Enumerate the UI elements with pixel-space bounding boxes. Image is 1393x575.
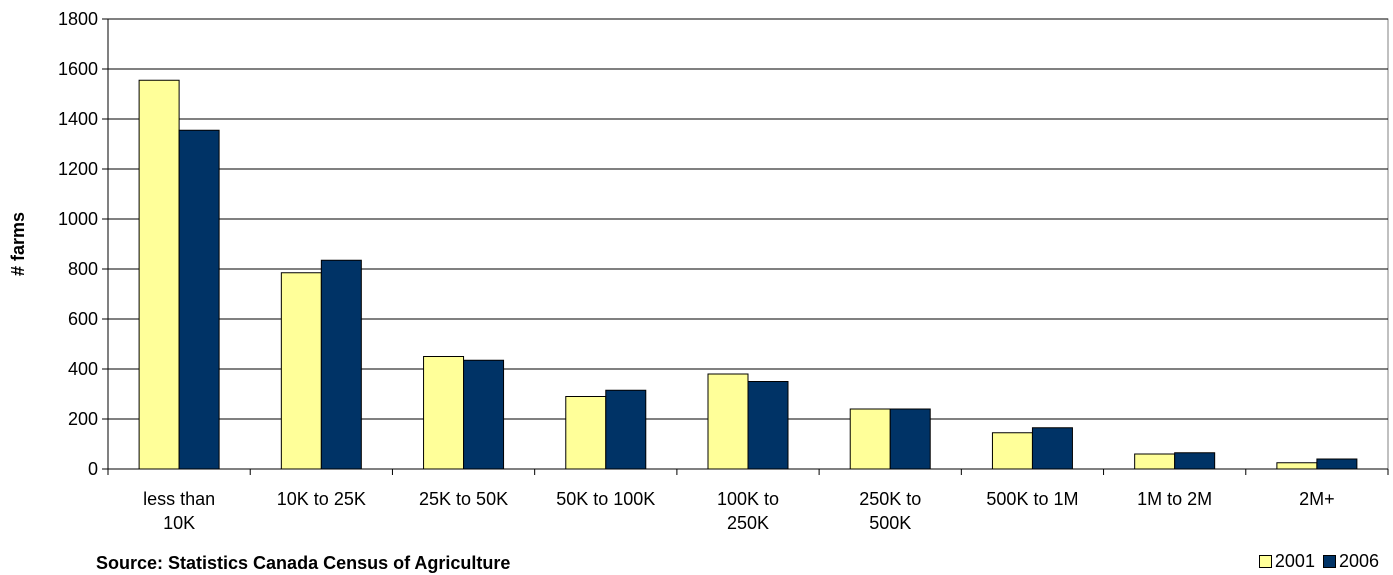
bar-2006-0 xyxy=(178,129,220,470)
y-tick-label-1800: 1800 xyxy=(58,9,98,29)
bar-2006-6 xyxy=(1031,427,1073,470)
x-tick-label-2-0: 25K to 50K xyxy=(419,489,508,509)
y-tick-label-0: 0 xyxy=(88,459,98,479)
bar-2001-5 xyxy=(849,408,891,470)
x-tick-label-4-1: 250K xyxy=(727,513,769,533)
bar-2006-3 xyxy=(605,389,647,470)
legend-swatch-2001 xyxy=(1258,555,1272,568)
bar-2001-7 xyxy=(1134,453,1176,470)
x-tick-label-1-0: 10K to 25K xyxy=(277,489,366,509)
bar-2006-4 xyxy=(747,381,789,470)
x-tick-label-4-0: 100K to xyxy=(717,489,779,509)
bar-2001-6 xyxy=(991,432,1033,470)
bar-2001-4 xyxy=(707,373,749,470)
x-tick-label-8-0: 2M+ xyxy=(1299,489,1335,509)
y-tick-label-200: 200 xyxy=(68,409,98,429)
y-axis-label: # farms xyxy=(8,212,28,276)
bar-2006-8 xyxy=(1316,458,1358,470)
legend-label-2006: 2006 xyxy=(1338,551,1379,571)
bar-2001-1 xyxy=(280,272,322,470)
x-tick-label-3-0: 50K to 100K xyxy=(556,489,655,509)
bar-2001-3 xyxy=(565,396,607,470)
y-tick-label-400: 400 xyxy=(68,359,98,379)
x-tick-label-0-1: 10K xyxy=(163,513,195,533)
legend-swatch-2006 xyxy=(1322,555,1336,568)
x-tick-label-5-1: 500K xyxy=(869,513,911,533)
y-tick-label-1600: 1600 xyxy=(58,59,98,79)
bar-2001-8 xyxy=(1276,462,1318,470)
source-note: Source: Statistics Canada Census of Agri… xyxy=(96,553,511,573)
bar-2001-2 xyxy=(423,356,465,470)
y-tick-label-1400: 1400 xyxy=(58,109,98,129)
bar-2006-5 xyxy=(889,408,931,470)
legend: 2001 2006 xyxy=(1251,551,1379,572)
x-tick-label-5-0: 250K to xyxy=(859,489,921,509)
y-tick-label-600: 600 xyxy=(68,309,98,329)
legend-label-2001: 2001 xyxy=(1274,551,1315,571)
bar-2006-1 xyxy=(320,259,362,470)
bar-chart: 0 200 400 600 800 1000 1200 1400 1600 1800 # farms… xyxy=(8,9,1389,533)
bar-2006-7 xyxy=(1174,452,1216,470)
legend-item-2001: 2001 xyxy=(1258,551,1315,572)
y-tick-label-1200: 1200 xyxy=(58,159,98,179)
x-tick-label-7-0: 1M to 2M xyxy=(1137,489,1212,509)
bar-2001-0 xyxy=(138,79,180,470)
bar-2006-2 xyxy=(463,359,505,470)
x-tick-label-6-0: 500K to 1M xyxy=(986,489,1078,509)
legend-item-2006: 2006 xyxy=(1322,551,1379,572)
y-tick-label-800: 800 xyxy=(68,259,98,279)
y-tick-label-1000: 1000 xyxy=(58,209,98,229)
x-tick-label-0-0: less than xyxy=(143,489,215,509)
